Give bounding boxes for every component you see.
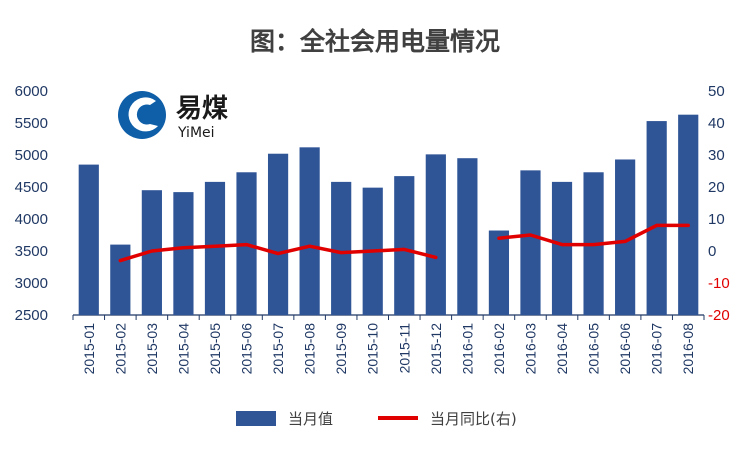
x-tick-label: 2015-12 <box>428 323 444 375</box>
bar <box>551 181 573 315</box>
y-left-tick-label: 4500 <box>15 179 48 196</box>
x-tick-label: 2015-05 <box>207 323 223 375</box>
series-line <box>497 223 690 247</box>
x-tick-label: 2015-02 <box>112 323 128 375</box>
y-right-tick-label: 10 <box>708 211 725 228</box>
x-tick-label: 2015-11 <box>396 323 412 374</box>
y-left-tick-label: 4000 <box>15 211 48 228</box>
x-tick-label: 2016-05 <box>586 323 602 375</box>
series-line <box>118 242 438 263</box>
x-tick-label: 2015-06 <box>239 323 255 375</box>
logo-name: 易煤 <box>176 94 228 124</box>
y-left-tick-label: 3500 <box>15 243 48 260</box>
y-right-tick-label: 0 <box>708 243 716 260</box>
axes-group: 2500 3000 3500 4000 4500 5000 5500 6000 -20 -10 0 1… <box>15 83 730 374</box>
x-tick-label: 2016-06 <box>617 323 633 375</box>
x-tick-label: 2016-03 <box>522 323 538 375</box>
bar <box>457 158 478 315</box>
bar <box>646 121 667 315</box>
legend: 当月值 当月同比(右) <box>236 410 517 428</box>
x-tick-label: 2015-09 <box>333 323 349 375</box>
x-tick-label: 2016-07 <box>649 323 665 375</box>
y-left-tick-label: 6000 <box>15 83 48 100</box>
bar <box>299 147 320 315</box>
logo-swoosh-shape <box>128 97 158 132</box>
bar <box>520 170 541 315</box>
legend-bar-label: 当月值 <box>288 410 333 428</box>
y-left-tick-label: 5000 <box>15 147 48 164</box>
chart-title: 图：全社会用电量情况 <box>249 27 500 56</box>
bar <box>173 192 194 315</box>
x-tick-label: 2015-10 <box>365 323 381 375</box>
bar <box>425 154 446 315</box>
line-series <box>118 223 690 263</box>
bar <box>78 164 99 315</box>
x-tick-label: 2016-01 <box>459 323 475 375</box>
bar <box>267 153 289 315</box>
bar-series <box>78 114 699 316</box>
y-right-tick-label: -20 <box>708 307 730 324</box>
brand-logo: 易煤 YiMei <box>118 91 228 141</box>
bar <box>678 114 699 316</box>
bar <box>110 244 131 315</box>
bar <box>204 181 226 315</box>
y-left-tick-label: 3000 <box>15 275 48 292</box>
x-tick-label: 2016-04 <box>554 323 570 375</box>
y-left-tick-label: 5500 <box>15 115 48 132</box>
x-tick-label: 2015-03 <box>144 323 160 375</box>
legend-line-label: 当月同比(右) <box>430 410 517 428</box>
x-tick-label: 2016-08 <box>680 323 696 375</box>
x-tick-label: 2015-08 <box>302 323 318 375</box>
bar <box>394 176 415 315</box>
logo-sub: YiMei <box>177 125 215 141</box>
y-right-tick-label: 50 <box>708 83 725 100</box>
y-right-tick-label: -10 <box>708 275 730 292</box>
legend-bar-swatch <box>236 411 276 426</box>
y-right-tick-label: 30 <box>708 147 725 164</box>
y-right-tick-label: 40 <box>708 115 725 132</box>
y-right-tick-label: 20 <box>708 179 725 196</box>
x-tick-label: 2015-04 <box>175 323 191 375</box>
bar <box>615 159 636 315</box>
x-tick-label: 2015-01 <box>81 323 97 375</box>
y-left-tick-label: 2500 <box>15 307 48 324</box>
x-tick-label: 2015-07 <box>270 323 286 375</box>
bar <box>488 230 510 315</box>
bar <box>331 181 352 315</box>
x-tick-label: 2016-02 <box>491 323 507 375</box>
